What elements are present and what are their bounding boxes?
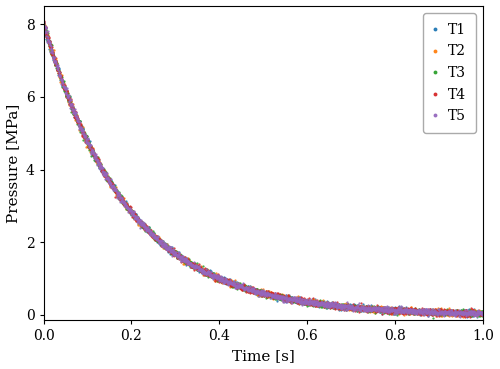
- T2: [468, 313, 473, 317]
- T2: [480, 313, 486, 317]
- T1: [40, 23, 46, 27]
- T1: [467, 311, 473, 316]
- Line: T3: T3: [42, 22, 484, 318]
- Line: T4: T4: [42, 20, 484, 318]
- T2: [42, 23, 48, 27]
- T4: [468, 315, 473, 320]
- T5: [467, 312, 473, 317]
- T4: [40, 21, 46, 25]
- T2: [243, 284, 249, 288]
- Line: T5: T5: [42, 21, 484, 318]
- Legend: T1, T2, T3, T4, T5: T1, T2, T3, T4, T5: [423, 13, 476, 133]
- T5: [63, 86, 69, 90]
- T4: [467, 312, 473, 317]
- T1: [387, 308, 393, 312]
- Line: T2: T2: [42, 24, 484, 318]
- X-axis label: Time [s]: Time [s]: [232, 349, 294, 363]
- T5: [254, 289, 260, 293]
- T1: [468, 310, 473, 315]
- T3: [40, 24, 46, 28]
- T5: [386, 306, 392, 311]
- T4: [243, 288, 249, 292]
- T4: [480, 311, 486, 315]
- T3: [430, 315, 436, 320]
- T5: [40, 20, 46, 24]
- T5: [242, 286, 248, 290]
- T2: [40, 26, 46, 30]
- T3: [243, 283, 249, 288]
- Y-axis label: Pressure [MPa]: Pressure [MPa]: [6, 104, 20, 223]
- T1: [63, 90, 69, 94]
- T1: [254, 290, 260, 294]
- T4: [468, 311, 473, 316]
- T3: [42, 20, 48, 25]
- T4: [387, 308, 393, 313]
- T5: [480, 310, 486, 314]
- T2: [254, 292, 260, 297]
- T4: [41, 19, 47, 23]
- T3: [387, 309, 393, 313]
- T3: [468, 308, 473, 313]
- T5: [468, 311, 473, 316]
- T3: [254, 287, 260, 292]
- T4: [63, 90, 69, 94]
- T1: [243, 285, 249, 289]
- T1: [480, 312, 486, 317]
- T2: [387, 311, 393, 315]
- T2: [63, 89, 69, 93]
- T3: [480, 310, 486, 314]
- T1: [41, 23, 47, 27]
- T3: [468, 308, 473, 312]
- T4: [254, 289, 260, 294]
- T5: [457, 315, 463, 319]
- T3: [63, 94, 69, 99]
- Line: T1: T1: [42, 24, 484, 318]
- T1: [474, 315, 480, 320]
- T2: [460, 315, 466, 319]
- T2: [468, 311, 473, 315]
